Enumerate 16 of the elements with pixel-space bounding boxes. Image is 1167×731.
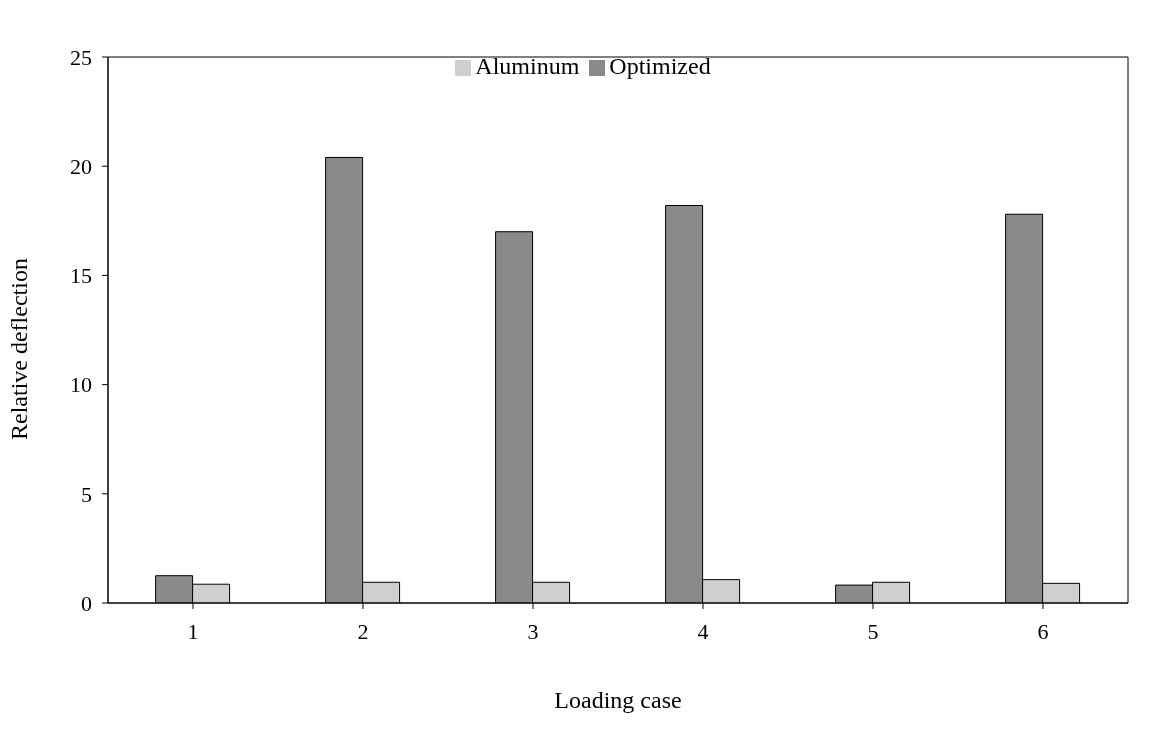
x-tick-label: 2 bbox=[357, 618, 369, 644]
y-tick-label: 15 bbox=[70, 263, 92, 289]
x-tick-label: 1 bbox=[187, 618, 199, 644]
y-tick-label: 20 bbox=[70, 154, 92, 180]
legend-label: Optimized bbox=[609, 53, 711, 79]
x-axis-title: Loading case bbox=[554, 687, 682, 713]
y-tick-label: 0 bbox=[81, 590, 92, 616]
x-tick-label: 3 bbox=[527, 618, 539, 644]
legend-label: Aluminum bbox=[475, 53, 580, 79]
x-tick-label: 4 bbox=[697, 618, 709, 644]
y-tick-label: 10 bbox=[70, 372, 92, 398]
y-axis-title: Relative deflection bbox=[5, 258, 32, 440]
y-tick-label: 5 bbox=[81, 481, 92, 507]
x-tick-label: 5 bbox=[867, 618, 879, 644]
y-tick-label: 25 bbox=[70, 44, 92, 70]
x-tick-label: 6 bbox=[1037, 618, 1049, 644]
